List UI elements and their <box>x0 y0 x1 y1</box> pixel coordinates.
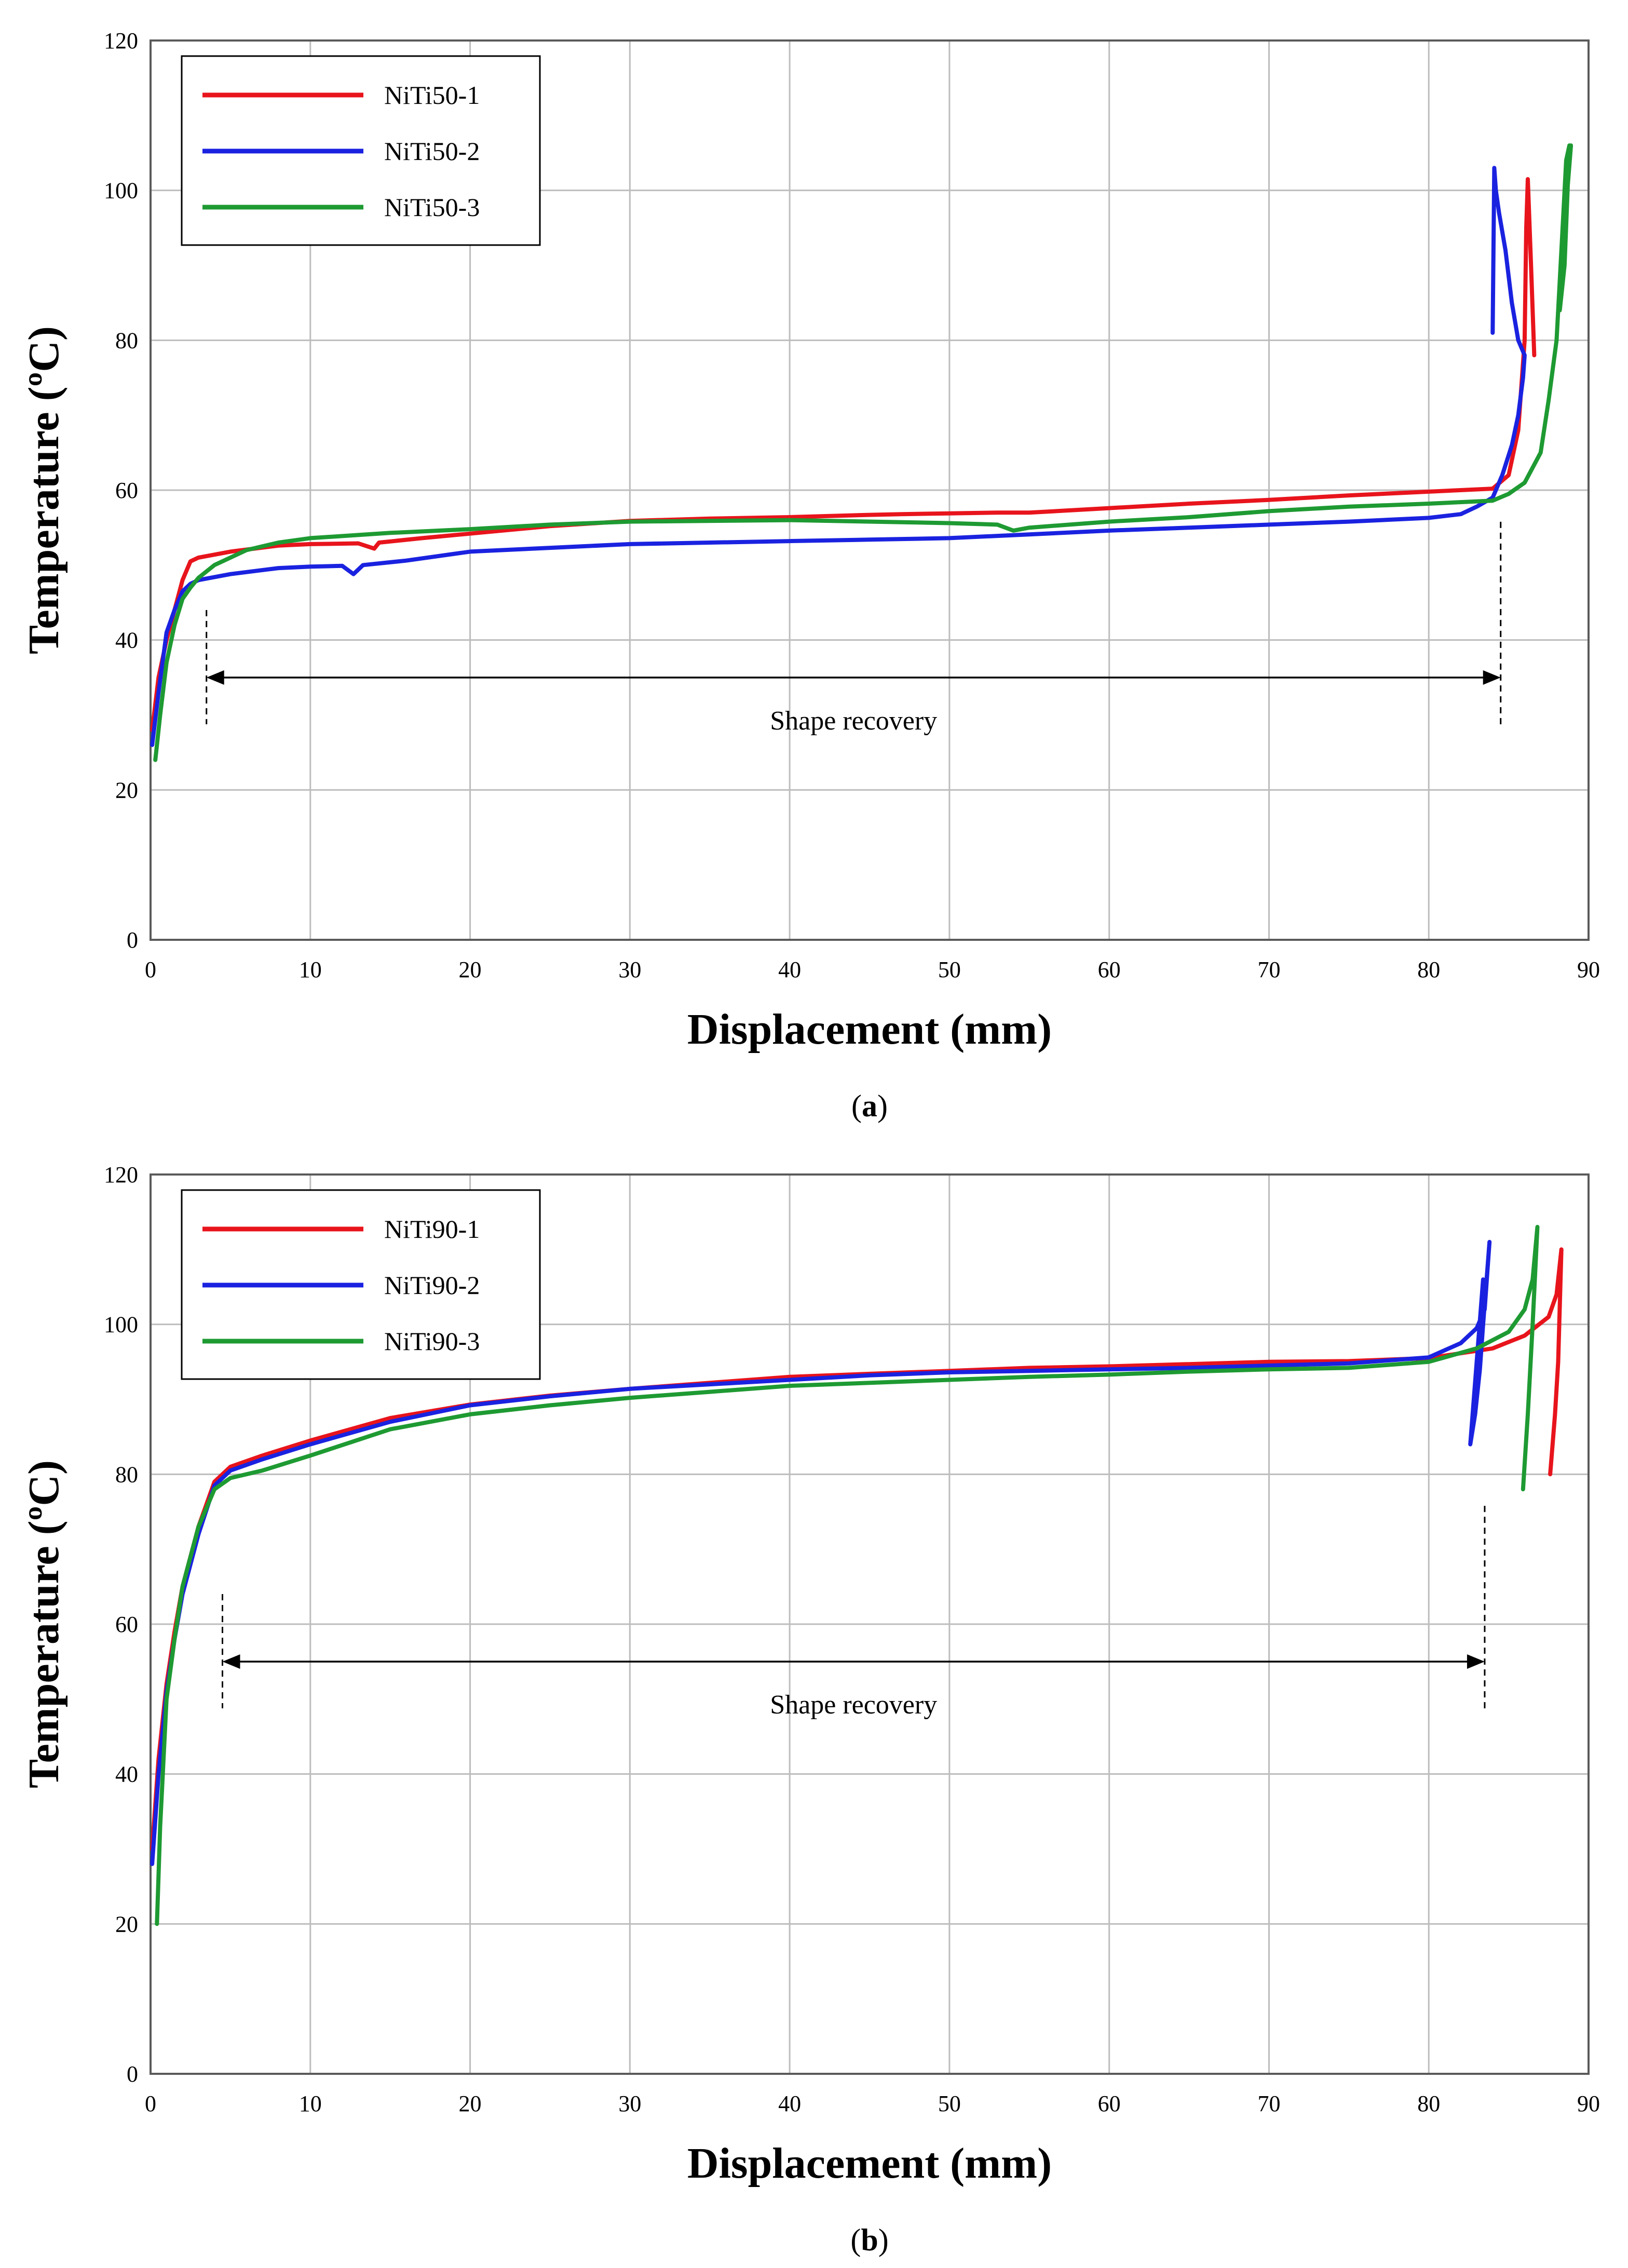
chartb-plot-frame <box>150 1173 1590 2075</box>
chart-panel-b: 0 20 40 60 80 100 120 0 10 20 30 40 50 60 70 80 90 Displa… <box>0 1134 1628 2268</box>
chartb-xtick-label: 80 <box>1417 2091 1440 2116</box>
charta-ytick-label: 80 <box>115 328 138 353</box>
charta-legend-label-NiTi50-2: NiTi50-2 <box>384 137 480 166</box>
chartb-ytick-label: 20 <box>115 1911 138 1937</box>
chartb-ytick-label: 40 <box>115 1762 138 1787</box>
chartb-panel-caption: (b) <box>850 2223 888 2257</box>
charta-xtick-label: 40 <box>778 957 801 982</box>
chartb-legend-label-NiTi90-2: NiTi90-2 <box>384 1271 480 1300</box>
chartb-xtick-label: 90 <box>1577 2091 1600 2116</box>
charta-ytick-label: 60 <box>115 478 138 503</box>
chartb-ytick-label: 100 <box>104 1312 138 1338</box>
chartb-recovery-arrowhead-left <box>222 1654 240 1669</box>
charta-xtick-label: 30 <box>618 957 641 982</box>
charta-xtick-label: 90 <box>1577 957 1600 982</box>
charta-series-line-NiTi50-1 <box>150 177 1537 732</box>
chartb-xtick-label: 70 <box>1257 2091 1280 2116</box>
chartb-xtick-label: 50 <box>938 2091 961 2116</box>
chart-a-svg: 0 20 40 60 80 100 120 0 10 20 30 40 50 60 70 80 90 Displa… <box>20 28 1600 1123</box>
charta-ytick-label: 40 <box>115 628 138 653</box>
charta-xtick-label: 0 <box>145 957 156 982</box>
chartb-xtick-label: 40 <box>778 2091 801 2116</box>
charta-legend-label-NiTi50-1: NiTi50-1 <box>384 80 480 110</box>
chartb-shape-recovery-label: Shape recovery <box>770 1690 937 1720</box>
charta-xtick-label: 60 <box>1098 957 1121 982</box>
chartb-xtick-label: 20 <box>459 2091 482 2116</box>
charta-xtick-label: 10 <box>299 957 322 982</box>
charta-series-line-NiTi50-2 <box>150 166 1527 747</box>
charta-plot-frame <box>150 39 1590 941</box>
charta-xtick-label: 70 <box>1257 957 1280 982</box>
chartb-legend-label-NiTi90-3: NiTi90-3 <box>384 1327 480 1356</box>
chartb-ytick-label: 80 <box>115 1462 138 1487</box>
charta-x-axis-title: Displacement (mm) <box>687 1005 1052 1054</box>
charta-xtick-label: 20 <box>459 957 482 982</box>
chartb-xtick-label: 10 <box>299 2091 322 2116</box>
charta-recovery-arrowhead-right <box>1483 670 1501 685</box>
chartb-recovery-arrowhead-right <box>1467 1654 1485 1669</box>
charta-panel-caption: (a) <box>851 1089 888 1123</box>
chartb-y-axis-title: Temperature (ºC) <box>20 1460 68 1788</box>
charta-ytick-label: 20 <box>115 777 138 803</box>
charta-ytick-label: 120 <box>104 28 138 53</box>
charta-series-line-NiTi50-3 <box>153 143 1573 762</box>
charta-xtick-label: 80 <box>1417 957 1440 982</box>
charta-y-axis-title: Temperature (ºC) <box>20 326 68 654</box>
chart-b-svg: 0 20 40 60 80 100 120 0 10 20 30 40 50 60 70 80 90 Displa… <box>20 1162 1600 2257</box>
chartb-xtick-label: 0 <box>145 2091 156 2116</box>
chartb-xtick-label: 60 <box>1098 2091 1121 2116</box>
chartb-xtick-label: 30 <box>618 2091 641 2116</box>
charta-recovery-arrowhead-left <box>206 670 224 685</box>
chartb-series-line-NiTi90-3 <box>155 1225 1540 1926</box>
charta-xtick-label: 50 <box>938 957 961 982</box>
chartb-ytick-label: 60 <box>115 1612 138 1637</box>
charta-ytick-label: 0 <box>127 927 138 953</box>
charta-ytick-label: 100 <box>104 178 138 204</box>
chartb-ytick-label: 120 <box>104 1162 138 1187</box>
charta-shape-recovery-label: Shape recovery <box>770 706 937 736</box>
chartb-ytick-label: 0 <box>127 2061 138 2087</box>
charta-legend-label-NiTi50-3: NiTi50-3 <box>384 193 480 222</box>
chartb-legend-label-NiTi90-1: NiTi90-1 <box>384 1214 480 1244</box>
chartb-x-axis-title: Displacement (mm) <box>687 2139 1052 2188</box>
chart-panel-a: 0 20 40 60 80 100 120 0 10 20 30 40 50 60 70 80 90 Displa… <box>20 28 1600 1123</box>
